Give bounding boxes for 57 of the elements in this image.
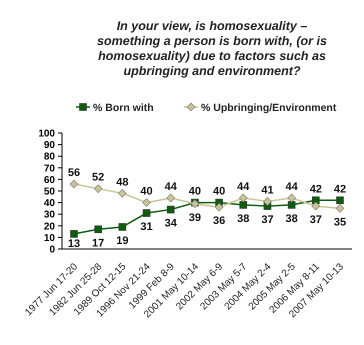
point xyxy=(118,223,126,231)
data-label: 34 xyxy=(164,218,178,230)
point xyxy=(288,201,296,209)
point xyxy=(118,189,127,198)
point xyxy=(166,206,175,214)
point xyxy=(287,194,296,202)
point xyxy=(336,204,344,213)
data-label: 36 xyxy=(212,215,226,228)
data-label: 40 xyxy=(212,186,226,198)
legend-label: % Born with xyxy=(93,102,154,114)
data-label: 42 xyxy=(334,183,346,196)
y-tick-label: 70 xyxy=(44,163,56,174)
point xyxy=(214,202,224,212)
data-label: 31 xyxy=(140,221,153,234)
data-label: 56 xyxy=(68,167,80,180)
data-label: 19 xyxy=(116,234,128,247)
point xyxy=(142,209,150,217)
point xyxy=(70,230,78,238)
data-label: 39 xyxy=(188,212,202,224)
point xyxy=(312,202,320,210)
data-label: 38 xyxy=(286,212,298,225)
chart-title: In your view, is homosexuality – something a person is born with, (or is homosexuality) due to factors such as upbringing and environment? xyxy=(97,19,327,78)
point xyxy=(142,198,151,207)
data-label: 42 xyxy=(310,183,322,196)
data-label: 35 xyxy=(334,216,346,228)
point xyxy=(166,194,176,202)
point xyxy=(94,225,102,234)
point xyxy=(70,180,78,188)
data-label: 13 xyxy=(68,238,80,250)
data-label: 17 xyxy=(92,237,104,250)
data-label: 48 xyxy=(116,176,128,188)
data-label: 37 xyxy=(310,214,322,226)
data-label: 38 xyxy=(237,212,250,225)
y-tick-label: 30 xyxy=(44,210,56,221)
point xyxy=(238,194,248,202)
data-label: 44 xyxy=(286,180,299,193)
y-tick-label: 40 xyxy=(44,198,56,210)
y-tick-label: 80 xyxy=(44,152,56,163)
data-label: 44 xyxy=(237,180,250,193)
point xyxy=(263,197,272,206)
legend-label: % Upbringing/Environment xyxy=(201,102,337,114)
data-label: 40 xyxy=(140,186,153,198)
point xyxy=(239,201,248,209)
data-label: 40 xyxy=(188,186,202,198)
data-label: 44 xyxy=(164,180,178,193)
point xyxy=(94,184,102,193)
y-tick-label: 0 xyxy=(49,244,56,256)
data-label: 37 xyxy=(261,214,274,226)
data-label: 52 xyxy=(92,172,104,184)
y-tick-label: 90 xyxy=(44,140,56,152)
y-tick-label: 60 xyxy=(44,174,56,186)
y-tick-label: 10 xyxy=(44,232,56,244)
y-tick-label: 100 xyxy=(38,128,56,140)
y-tick-label: 50 xyxy=(44,186,56,198)
data-label: 41 xyxy=(261,184,274,196)
y-tick-label: 20 xyxy=(44,221,56,232)
point xyxy=(336,196,344,204)
